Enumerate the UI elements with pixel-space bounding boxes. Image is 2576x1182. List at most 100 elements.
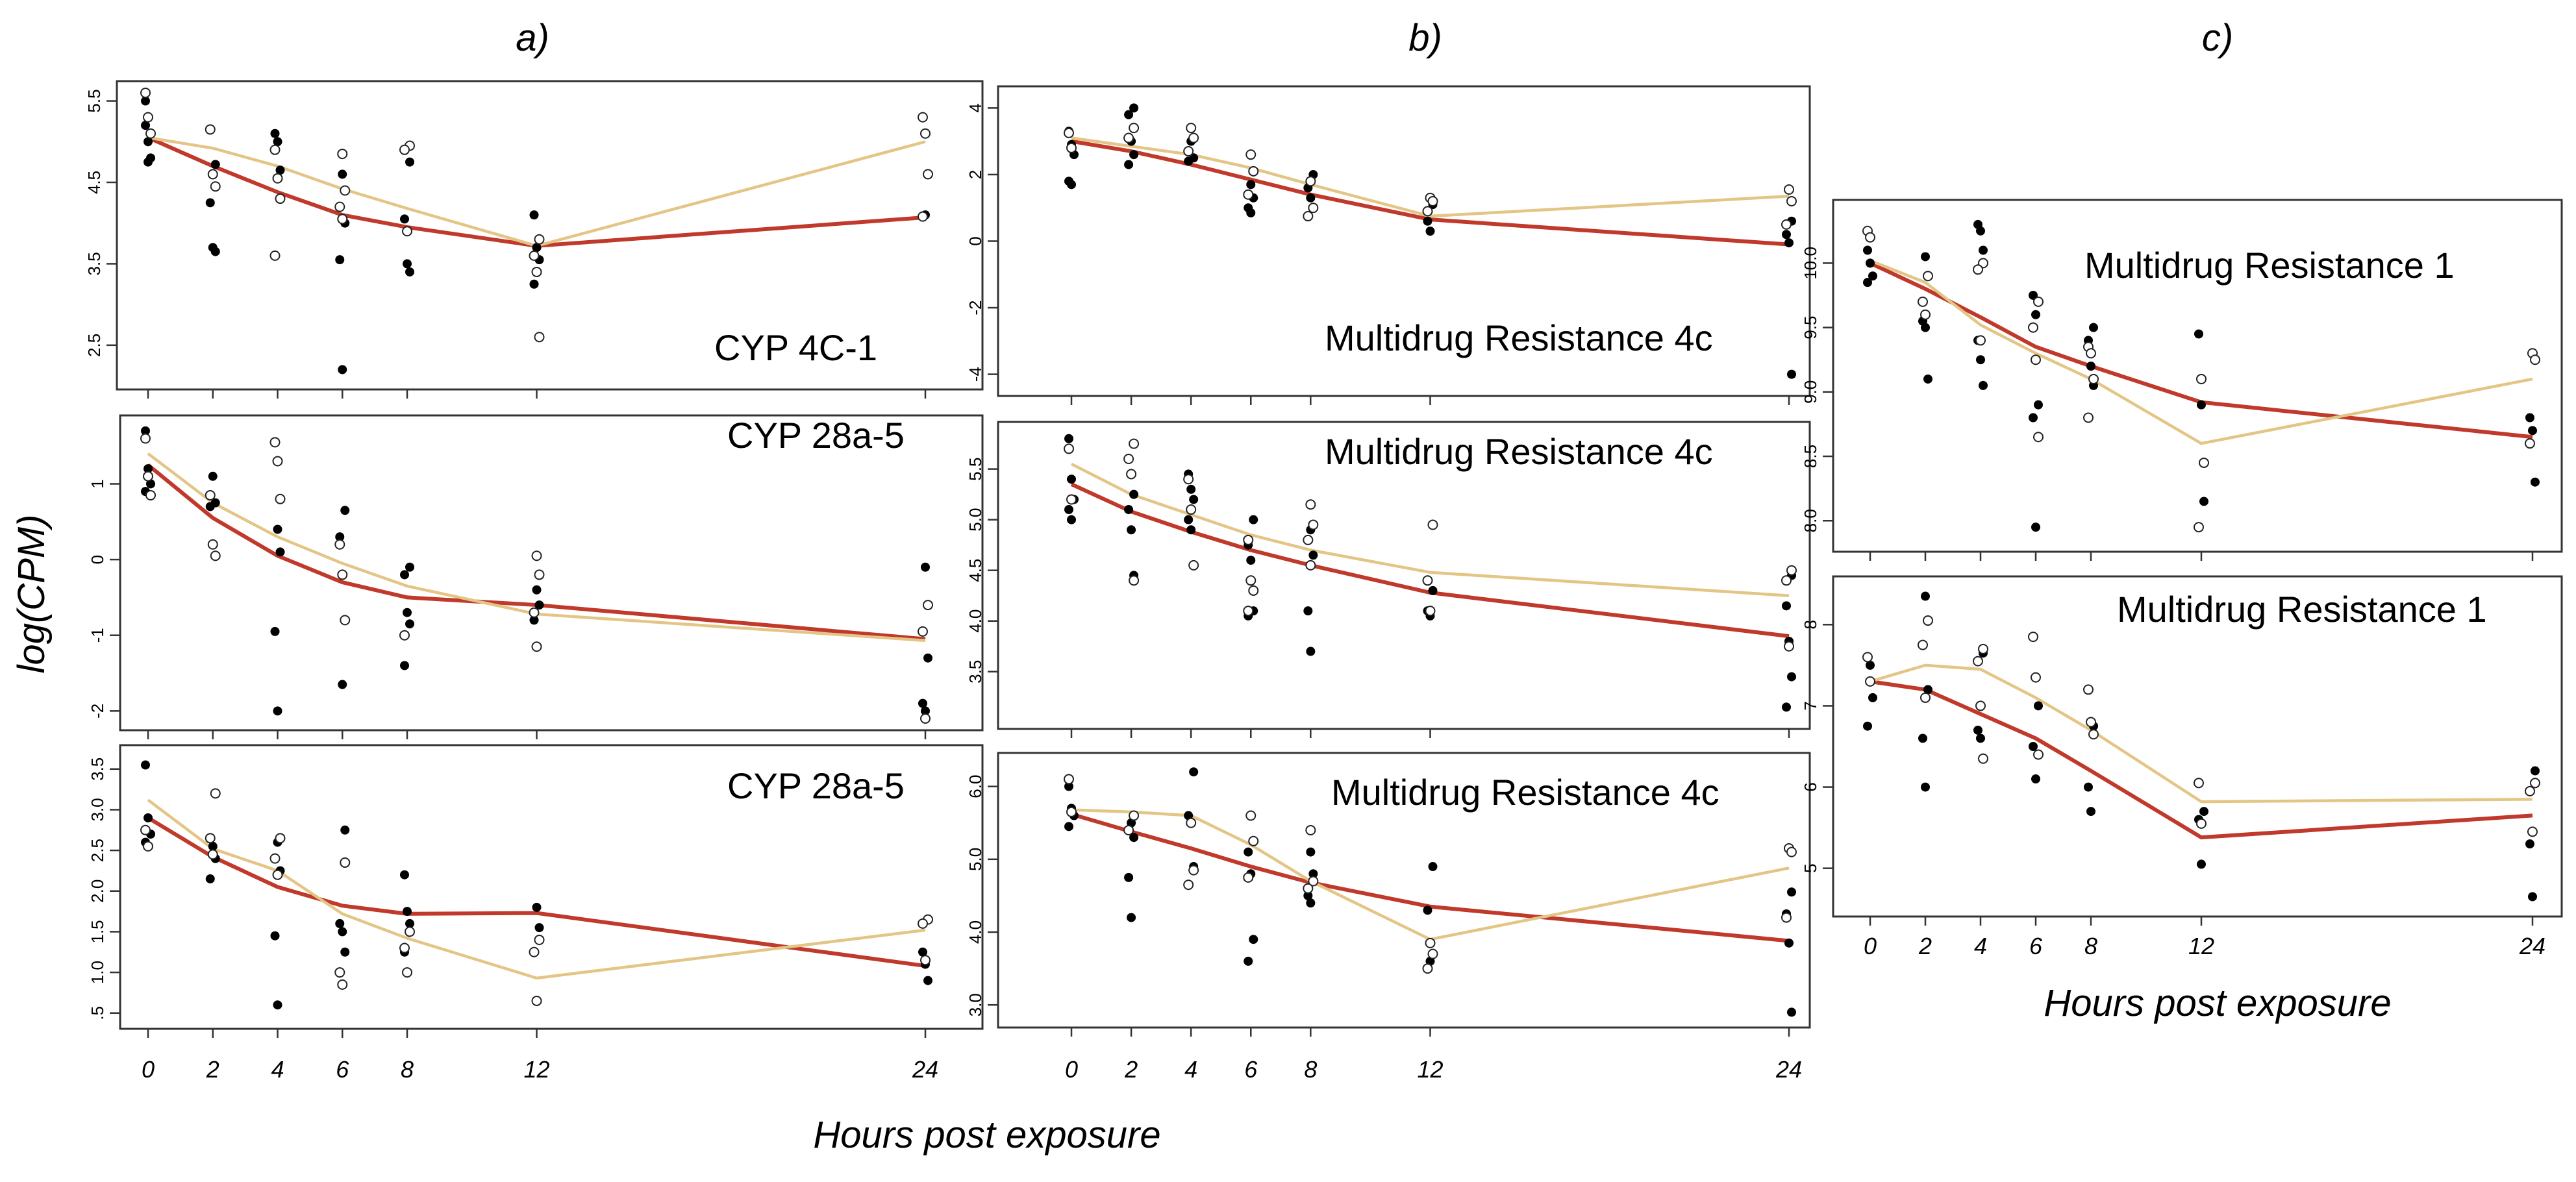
data-point-filled — [2197, 859, 2206, 869]
y-tick-label: 5.0 — [966, 848, 985, 871]
x-tick-label: 12 — [2188, 933, 2214, 959]
data-point-open — [1064, 127, 1074, 138]
y-tick-label: 1.5 — [88, 920, 107, 943]
data-point-filled — [340, 947, 350, 957]
y-tick-label: 2.5 — [88, 839, 107, 862]
data-point-filled — [1064, 434, 1073, 443]
data-point-filled — [273, 1000, 282, 1010]
data-point-open — [534, 234, 545, 245]
data-point-filled — [1973, 725, 1982, 735]
y-tick-label: -4 — [966, 367, 985, 382]
panel-frame — [119, 744, 984, 1030]
data-point-filled — [1129, 833, 1139, 843]
x-tick-label: 8 — [1304, 1056, 1317, 1083]
data-point-filled — [1124, 110, 1134, 119]
x-tick-label: 6 — [1244, 1056, 1258, 1083]
data-point-open — [2199, 457, 2209, 468]
data-point-open — [405, 926, 415, 937]
data-point-filled — [1921, 591, 1930, 601]
data-point-open — [2088, 729, 2099, 740]
data-point-filled — [1787, 672, 1796, 682]
data-point-filled — [400, 570, 409, 580]
data-point-filled — [1976, 226, 1985, 236]
data-point-open — [1425, 606, 1436, 617]
y-tick-label: 8.0 — [1801, 509, 1820, 532]
data-point-filled — [1127, 525, 1136, 535]
data-point-filled — [405, 562, 414, 572]
data-point-open — [1923, 271, 1933, 282]
data-point-open — [1129, 575, 1140, 586]
data-point-filled — [146, 479, 155, 489]
data-point-open — [269, 144, 281, 155]
series-line-tan — [1869, 663, 2533, 804]
data-point-filled — [1124, 160, 1134, 169]
data-point-open — [207, 849, 218, 860]
data-point-filled — [335, 918, 345, 928]
data-point-filled — [338, 365, 347, 375]
data-point-open — [1975, 700, 1986, 711]
data-point-filled — [1863, 721, 1872, 731]
y-axis-label: log(CPM) — [10, 515, 53, 674]
y-tick-label: 1.0 — [88, 961, 107, 984]
data-point-filled — [1921, 782, 1930, 792]
data-point-open — [272, 869, 283, 880]
x-tick-label: 4 — [1184, 1056, 1197, 1083]
data-point-open — [1973, 264, 1983, 275]
data-point-filled — [1246, 208, 1256, 217]
data-point-open — [143, 112, 153, 123]
data-point-open — [1243, 534, 1254, 545]
x-tick-label: 2 — [1918, 933, 1932, 959]
data-point-open — [2527, 826, 2538, 837]
x-tick-label: 8 — [401, 1056, 414, 1083]
data-point-open — [2033, 432, 2044, 443]
data-point-open — [205, 833, 216, 844]
data-point-open — [534, 332, 545, 343]
y-tick-label: 3.5 — [84, 252, 104, 275]
data-point-open — [2196, 818, 2207, 829]
data-point-open — [275, 493, 286, 504]
data-point-filled — [1306, 646, 1316, 656]
data-point-open — [275, 193, 286, 204]
data-point-filled — [405, 918, 414, 928]
data-point-filled — [1249, 515, 1258, 524]
data-point-filled — [1921, 252, 1930, 262]
y-tick-label: 4.5 — [966, 559, 985, 582]
data-point-open — [534, 569, 545, 580]
data-point-open — [2530, 354, 2540, 365]
data-point-filled — [923, 653, 932, 663]
data-point-filled — [144, 813, 153, 822]
x-tick-label: 0 — [1065, 1056, 1078, 1083]
data-point-filled — [2525, 413, 2534, 423]
y-tick-label: 2.0 — [88, 880, 107, 903]
data-point-filled — [1064, 822, 1073, 831]
data-point-filled — [1784, 238, 1794, 248]
data-point-filled — [2199, 497, 2208, 506]
data-point-filled — [1306, 847, 1316, 857]
data-point-open — [205, 124, 216, 135]
y-tick-label: 3.0 — [88, 798, 107, 821]
x-tick-label: 24 — [2519, 933, 2545, 959]
y-tick-label: 7 — [1801, 701, 1820, 710]
data-point-open — [1427, 948, 1438, 959]
y-tick-label: 8.5 — [1801, 445, 1820, 468]
data-point-open — [918, 112, 928, 123]
data-point-open — [1920, 692, 1931, 703]
data-point-filled — [2084, 782, 2093, 792]
data-point-filled — [1303, 606, 1313, 616]
x-tick-label: 12 — [1417, 1056, 1443, 1083]
data-point-filled — [205, 874, 215, 883]
data-point-open — [2031, 672, 2041, 683]
data-point-open — [529, 250, 540, 261]
data-point-filled — [1124, 505, 1134, 515]
data-point-open — [1303, 883, 1314, 894]
data-point-filled — [2034, 701, 2043, 711]
data-point-open — [1245, 575, 1257, 586]
data-point-open — [1243, 606, 1254, 617]
y-tick-label: 2 — [966, 170, 985, 179]
data-point-filled — [210, 247, 220, 256]
data-point-open — [140, 824, 151, 835]
data-point-open — [1183, 146, 1194, 157]
data-point-open — [531, 266, 542, 277]
x-tick-label: 6 — [2029, 933, 2043, 959]
